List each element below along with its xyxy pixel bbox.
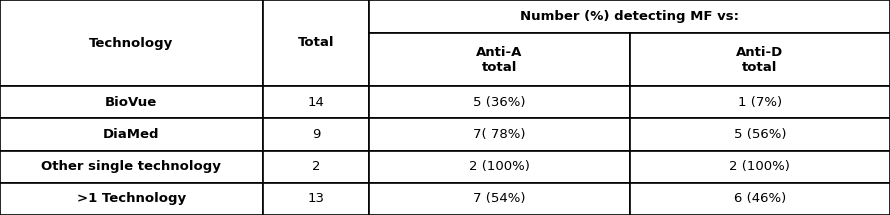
Bar [369,33,630,86]
Bar [263,118,369,150]
Text: Number (%) detecting MF vs:: Number (%) detecting MF vs: [520,10,740,23]
Bar [630,33,890,86]
Text: Anti-D
total: Anti-D total [736,46,783,74]
Bar [263,183,369,215]
Bar [630,183,890,215]
Bar [369,183,630,215]
Text: >1 Technology: >1 Technology [77,192,186,205]
Text: 6 (46%): 6 (46%) [733,192,786,205]
Bar [263,150,369,183]
Text: 7( 78%): 7( 78%) [473,128,526,141]
Text: DiaMed: DiaMed [103,128,159,141]
Text: Other single technology: Other single technology [41,160,222,173]
Text: Technology: Technology [89,37,174,49]
Bar [0,150,263,183]
Bar [369,0,890,33]
Text: 2: 2 [312,160,320,173]
Bar [369,150,630,183]
Text: Total: Total [297,37,335,49]
Bar [0,183,263,215]
Text: BioVue: BioVue [105,96,158,109]
Bar [630,86,890,118]
Bar [369,86,630,118]
Text: Anti-A
total: Anti-A total [476,46,522,74]
Text: 1 (7%): 1 (7%) [738,96,782,109]
Bar [263,0,369,86]
Bar [0,0,263,86]
Text: 9: 9 [312,128,320,141]
Text: 2 (100%): 2 (100%) [469,160,530,173]
Text: 13: 13 [307,192,325,205]
Bar [630,150,890,183]
Bar [0,118,263,150]
Text: 7 (54%): 7 (54%) [473,192,526,205]
Bar [263,86,369,118]
Bar [0,86,263,118]
Text: 2 (100%): 2 (100%) [730,160,790,173]
Bar [369,118,630,150]
Text: 14: 14 [308,96,324,109]
Text: 5 (56%): 5 (56%) [733,128,786,141]
Text: 5 (36%): 5 (36%) [473,96,526,109]
Bar [630,118,890,150]
